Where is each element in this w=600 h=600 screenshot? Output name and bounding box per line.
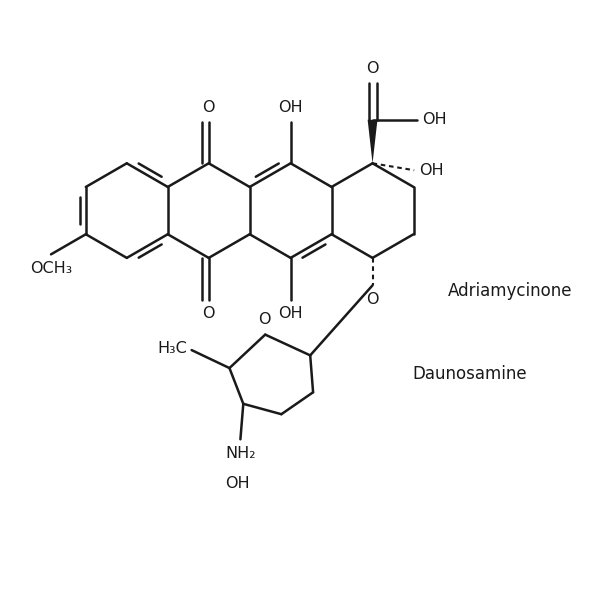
Text: OH: OH — [422, 112, 447, 127]
Text: OH: OH — [225, 476, 250, 491]
Text: OH: OH — [278, 307, 303, 322]
Text: H₃C: H₃C — [157, 341, 187, 356]
Text: OH: OH — [278, 100, 303, 115]
Text: Daunosamine: Daunosamine — [412, 365, 527, 383]
Text: O: O — [202, 100, 215, 115]
Text: O: O — [366, 292, 379, 307]
Text: O: O — [258, 312, 271, 327]
Polygon shape — [368, 120, 377, 163]
Text: O: O — [366, 61, 379, 76]
Text: OCH₃: OCH₃ — [30, 261, 72, 276]
Text: NH₂: NH₂ — [225, 446, 256, 461]
Text: O: O — [202, 307, 215, 322]
Text: OH: OH — [419, 163, 443, 178]
Text: Adriamycinone: Adriamycinone — [448, 283, 572, 301]
